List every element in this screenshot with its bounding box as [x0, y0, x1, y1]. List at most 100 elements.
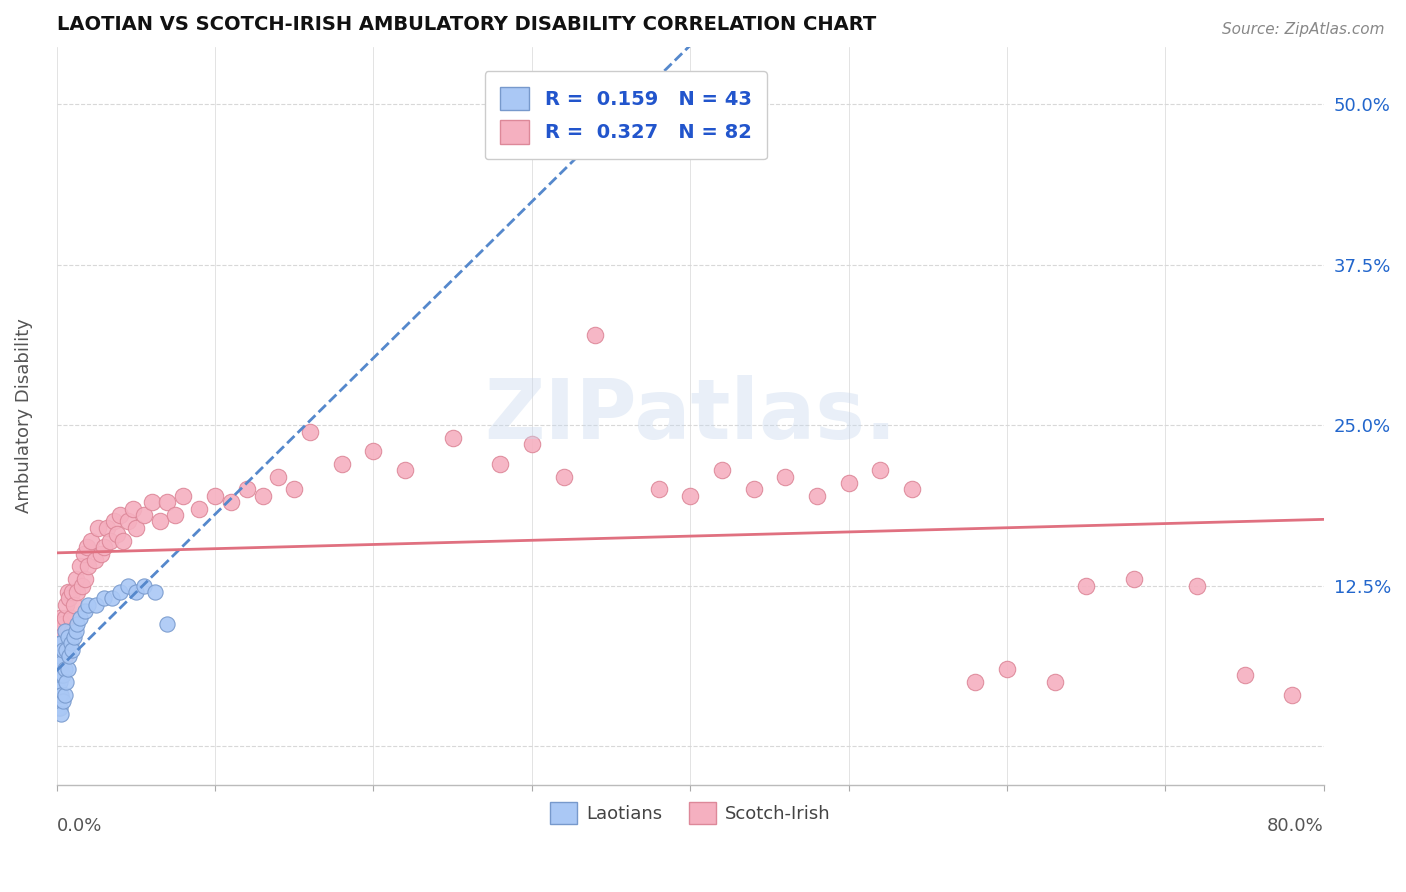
Point	[49, 662, 72, 676]
Point	[112, 533, 135, 548]
Point	[441, 431, 464, 445]
Point	[132, 579, 155, 593]
Point	[188, 501, 211, 516]
Point	[75, 604, 97, 618]
Point	[838, 475, 860, 490]
Point	[63, 630, 86, 644]
Point	[66, 617, 89, 632]
Point	[394, 463, 416, 477]
Point	[77, 598, 100, 612]
Point	[72, 547, 94, 561]
Point	[49, 649, 72, 664]
Point	[806, 489, 828, 503]
Point	[58, 630, 80, 644]
Point	[55, 642, 77, 657]
Text: 0.0%: 0.0%	[56, 816, 103, 835]
Point	[49, 636, 72, 650]
Point	[53, 688, 76, 702]
Point	[46, 662, 69, 676]
Point	[742, 483, 765, 497]
Point	[93, 591, 115, 606]
Point	[1043, 674, 1066, 689]
Point	[90, 547, 112, 561]
Point	[55, 598, 77, 612]
Point	[52, 642, 75, 657]
Point	[70, 579, 93, 593]
Point	[330, 457, 353, 471]
Point	[51, 688, 73, 702]
Point	[46, 681, 69, 696]
Point	[267, 469, 290, 483]
Text: Source: ZipAtlas.com: Source: ZipAtlas.com	[1222, 22, 1385, 37]
Point	[65, 624, 87, 638]
Point	[117, 579, 139, 593]
Point	[46, 624, 69, 638]
Point	[62, 642, 84, 657]
Point	[62, 624, 84, 638]
Point	[55, 636, 77, 650]
Point	[143, 585, 166, 599]
Point	[553, 469, 575, 483]
Point	[100, 533, 122, 548]
Point	[252, 489, 274, 503]
Point	[108, 508, 131, 522]
Point	[59, 611, 82, 625]
Point	[51, 706, 73, 721]
Point	[869, 463, 891, 477]
Point	[53, 611, 76, 625]
Point	[616, 129, 638, 144]
Text: ZIPatlas.: ZIPatlas.	[484, 376, 897, 456]
Point	[148, 515, 170, 529]
Point	[965, 674, 987, 689]
Point	[132, 508, 155, 522]
Point	[775, 469, 797, 483]
Point	[53, 624, 76, 638]
Point	[80, 533, 103, 548]
Point	[83, 553, 105, 567]
Point	[52, 642, 75, 657]
Point	[679, 489, 702, 503]
Point	[283, 483, 305, 497]
Point	[51, 656, 73, 670]
Point	[1281, 688, 1303, 702]
Text: LAOTIAN VS SCOTCH-IRISH AMBULATORY DISABILITY CORRELATION CHART: LAOTIAN VS SCOTCH-IRISH AMBULATORY DISAB…	[56, 15, 876, 34]
Point	[235, 483, 257, 497]
Point	[59, 636, 82, 650]
Point	[69, 559, 91, 574]
Point	[65, 572, 87, 586]
Point	[46, 700, 69, 714]
Point	[489, 457, 512, 471]
Point	[51, 656, 73, 670]
Point	[69, 611, 91, 625]
Point	[49, 688, 72, 702]
Point	[1122, 572, 1144, 586]
Point	[172, 489, 194, 503]
Point	[1185, 579, 1208, 593]
Point	[299, 425, 322, 439]
Point	[117, 515, 139, 529]
Point	[52, 694, 75, 708]
Point	[995, 662, 1018, 676]
Point	[75, 572, 97, 586]
Point	[165, 508, 187, 522]
Point	[710, 463, 733, 477]
Point	[53, 649, 76, 664]
Point	[156, 495, 179, 509]
Point	[56, 662, 79, 676]
Point	[55, 674, 77, 689]
Point	[49, 700, 72, 714]
Point	[51, 630, 73, 644]
Point	[63, 598, 86, 612]
Legend: Laotians, Scotch-Irish: Laotians, Scotch-Irish	[543, 795, 838, 830]
Point	[53, 662, 76, 676]
Point	[96, 521, 118, 535]
Point	[76, 540, 98, 554]
Point	[49, 649, 72, 664]
Point	[125, 521, 148, 535]
Point	[204, 489, 226, 503]
Point	[56, 630, 79, 644]
Point	[583, 328, 606, 343]
Point	[219, 495, 242, 509]
Point	[121, 501, 143, 516]
Point	[647, 483, 669, 497]
